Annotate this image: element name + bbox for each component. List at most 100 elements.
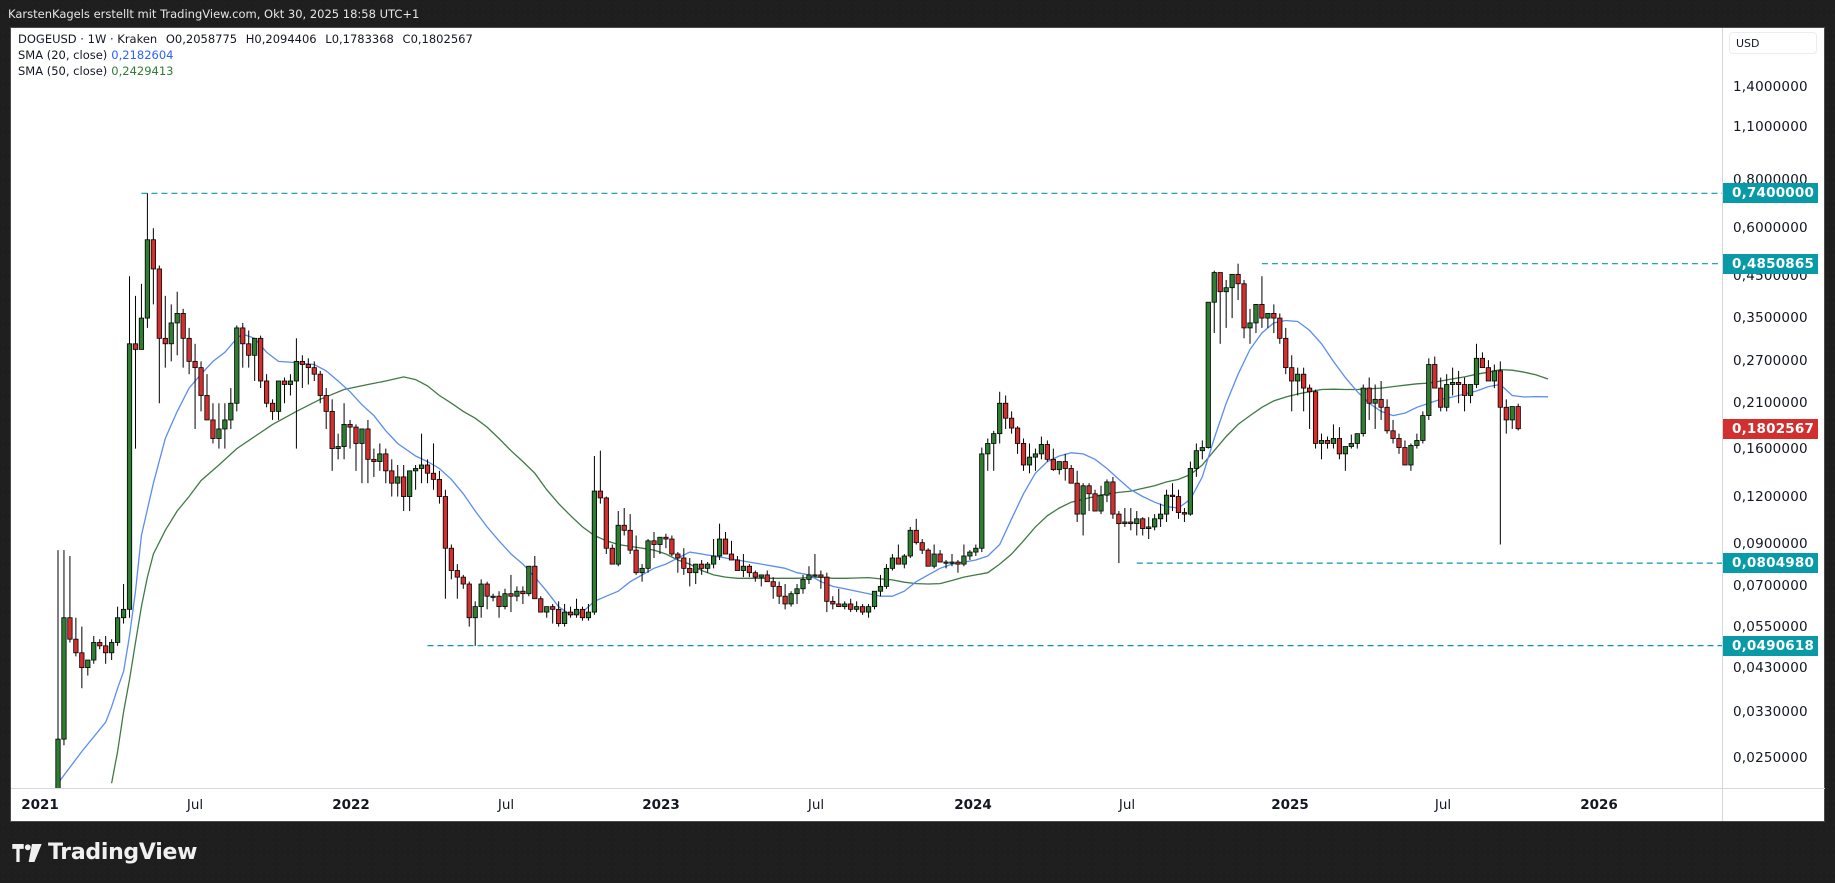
candle-down[interactable] [1390,430,1396,439]
candle-up[interactable] [544,606,550,613]
candle-down[interactable] [627,529,633,551]
candle-up[interactable] [794,588,800,595]
candle-up[interactable] [788,593,794,605]
candle-up[interactable] [1134,518,1140,525]
candle-up[interactable] [275,380,282,412]
candle-down[interactable] [180,312,186,339]
candle-up[interactable] [490,595,496,598]
candle-down[interactable] [1432,364,1438,389]
candle-down[interactable] [1116,513,1122,525]
candle-down[interactable] [454,570,460,578]
candle-down[interactable] [281,380,288,385]
candle-down[interactable] [1169,494,1176,497]
candle-up[interactable] [395,476,401,484]
candle-down[interactable] [347,423,353,428]
candle-down[interactable] [836,603,842,608]
candle-down[interactable] [818,574,824,578]
candle-up[interactable] [877,585,884,592]
sma20-line[interactable] [57,319,1549,784]
candle-down[interactable] [1277,317,1283,339]
candle-down[interactable] [1283,337,1289,369]
candle-up[interactable] [335,446,341,449]
candle-up[interactable] [377,453,383,462]
candle-down[interactable] [687,567,693,574]
candle-up[interactable] [407,470,413,497]
candle-down[interactable] [79,652,85,669]
candle-down[interactable] [728,553,735,561]
candle-down[interactable] [824,576,830,602]
candle-down[interactable] [1086,485,1092,495]
candle-down[interactable] [1485,367,1491,382]
candle-down[interactable] [448,547,454,571]
candle-down[interactable] [1289,367,1295,382]
candle-down[interactable] [1062,461,1068,469]
candle-up[interactable] [412,468,419,472]
candle-down[interactable] [1479,357,1486,369]
candle-down[interactable] [919,542,925,551]
candle-down[interactable] [1128,521,1134,525]
candle-down[interactable] [186,337,192,362]
candle-up[interactable] [1080,485,1086,515]
candle-down[interactable] [162,337,168,345]
candle-down[interactable] [1324,440,1331,444]
candle-down[interactable] [1456,381,1462,385]
candle-down[interactable] [603,497,609,549]
candle-up[interactable] [1205,301,1211,448]
candle-up[interactable] [806,574,812,580]
candle-up[interactable] [1408,445,1414,466]
candle-up[interactable] [1104,481,1110,496]
candle-up[interactable] [711,555,717,565]
candle-down[interactable] [734,559,741,571]
candle-down[interactable] [633,549,639,574]
candle-down[interactable] [329,410,335,449]
candle-down[interactable] [383,453,389,472]
candle-up[interactable] [1330,438,1337,444]
candle-down[interactable] [401,476,407,497]
candle-up[interactable] [1229,273,1235,289]
candle-up[interactable] [591,490,598,613]
candle-up[interactable] [228,402,234,421]
candle-up[interactable] [91,642,97,661]
candle-down[interactable] [567,611,574,616]
candle-up[interactable] [979,453,985,549]
candle-down[interactable] [240,327,246,345]
candle-down[interactable] [1140,518,1146,530]
candle-up[interactable] [1360,387,1366,435]
candle-up[interactable] [85,659,91,669]
candle-up[interactable] [1444,384,1450,408]
candle-down[interactable] [1396,438,1402,448]
candle-up[interactable] [907,529,913,557]
candle-up[interactable] [973,547,979,553]
candle-down[interactable] [246,343,252,356]
candle-up[interactable] [174,312,180,324]
candle-up[interactable] [1265,312,1271,319]
candle-down[interactable] [1092,493,1098,512]
candle-up[interactable] [1354,433,1360,444]
candle-up[interactable] [1032,453,1039,458]
candle-down[interactable] [263,380,270,404]
candle-down[interactable] [192,360,198,369]
candle-down[interactable] [1312,391,1319,444]
currency-button[interactable]: USD [1729,32,1817,54]
candle-up[interactable] [472,606,478,619]
candle-down[interactable] [1503,406,1509,421]
candle-up[interactable] [997,402,1003,435]
candle-up[interactable] [615,524,621,565]
candle-up[interactable] [865,606,872,613]
candle-up[interactable] [1295,373,1301,382]
candle-up[interactable] [55,738,61,788]
candle-up[interactable] [1450,381,1456,385]
candle-down[interactable] [1497,370,1503,408]
candle-down[interactable] [1307,387,1313,393]
price-axis[interactable]: USD 1,4000000 1,1000000 0,8000000 0,6000000… [1722,28,1826,821]
candle-down[interactable] [73,638,79,654]
candle-up[interactable] [943,561,949,564]
candle-down[interactable] [770,581,776,587]
candle-up[interactable] [693,563,699,574]
candle-up[interactable] [758,574,764,578]
candle-down[interactable] [925,549,931,567]
chart-plot-area[interactable]: DOGEUSD · 1W · Kraken O0,2058775 H0,2094… [11,28,1722,788]
candle-down[interactable] [764,574,770,583]
candle-up[interactable] [1342,446,1348,455]
price-level-label[interactable]: 0,0804980 [1723,553,1819,574]
